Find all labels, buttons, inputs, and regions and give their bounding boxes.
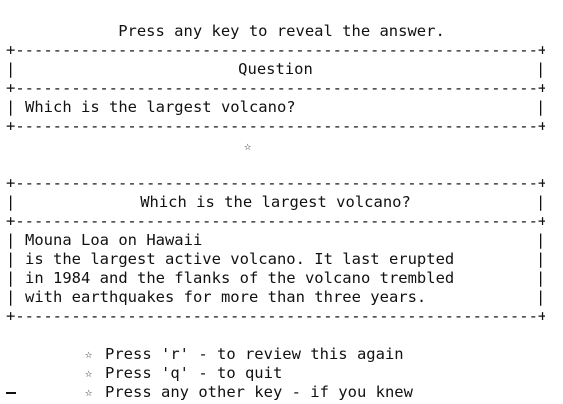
answer-line-right-border: |	[536, 269, 546, 287]
option-review: Press 'r' - to review this again	[105, 345, 404, 363]
answer-line-left-border: |	[6, 269, 16, 287]
answer-box-header-left-border: |	[6, 193, 16, 211]
terminal-cursor	[6, 392, 16, 394]
option-star-icon: ☆	[85, 347, 93, 361]
separator-star-icon: ☆	[244, 139, 252, 153]
answer-box-top-border: +---------------------------------------…	[6, 174, 545, 192]
answer-line-right-border: |	[536, 231, 546, 249]
answer-box-header-right-border: |	[536, 193, 546, 211]
answer-line-right-border: |	[536, 288, 546, 306]
question-box-right-border: |	[536, 60, 546, 78]
option-star-icon: ☆	[85, 385, 93, 399]
answer-line-left-border: |	[6, 250, 16, 268]
answer-line-1: Mouna Loa on Hawaii	[25, 231, 203, 249]
answer-box-divider: +---------------------------------------…	[6, 212, 545, 230]
option-star-icon: ☆	[85, 366, 93, 380]
reveal-prompt: Press any key to reveal the answer.	[118, 22, 445, 40]
answer-box-bottom-border: +---------------------------------------…	[6, 307, 545, 325]
answer-line-4: with earthquakes for more than three yea…	[25, 288, 427, 306]
question-text: Which is the largest volcano?	[25, 98, 296, 116]
question-box-header: Question	[238, 60, 313, 78]
question-box-left-border: |	[6, 60, 16, 78]
option-quit: Press 'q' - to quit	[105, 364, 283, 382]
answer-line-right-border: |	[536, 250, 546, 268]
answer-line-left-border: |	[6, 231, 16, 249]
answer-line-3: in 1984 and the flanks of the volcano tr…	[25, 269, 455, 287]
question-box-divider: +---------------------------------------…	[6, 79, 545, 97]
question-box-top-border: +---------------------------------------…	[6, 41, 545, 59]
answer-line-left-border: |	[6, 288, 16, 306]
answer-line-2: is the largest active volcano. It last e…	[25, 250, 455, 268]
answer-box-header: Which is the largest volcano?	[140, 193, 411, 211]
question-text-right-border: |	[536, 98, 546, 116]
question-text-left-border: |	[6, 98, 16, 116]
option-knew: Press any other key - if you knew	[105, 383, 413, 401]
question-box-bottom-border: +---------------------------------------…	[6, 117, 545, 135]
